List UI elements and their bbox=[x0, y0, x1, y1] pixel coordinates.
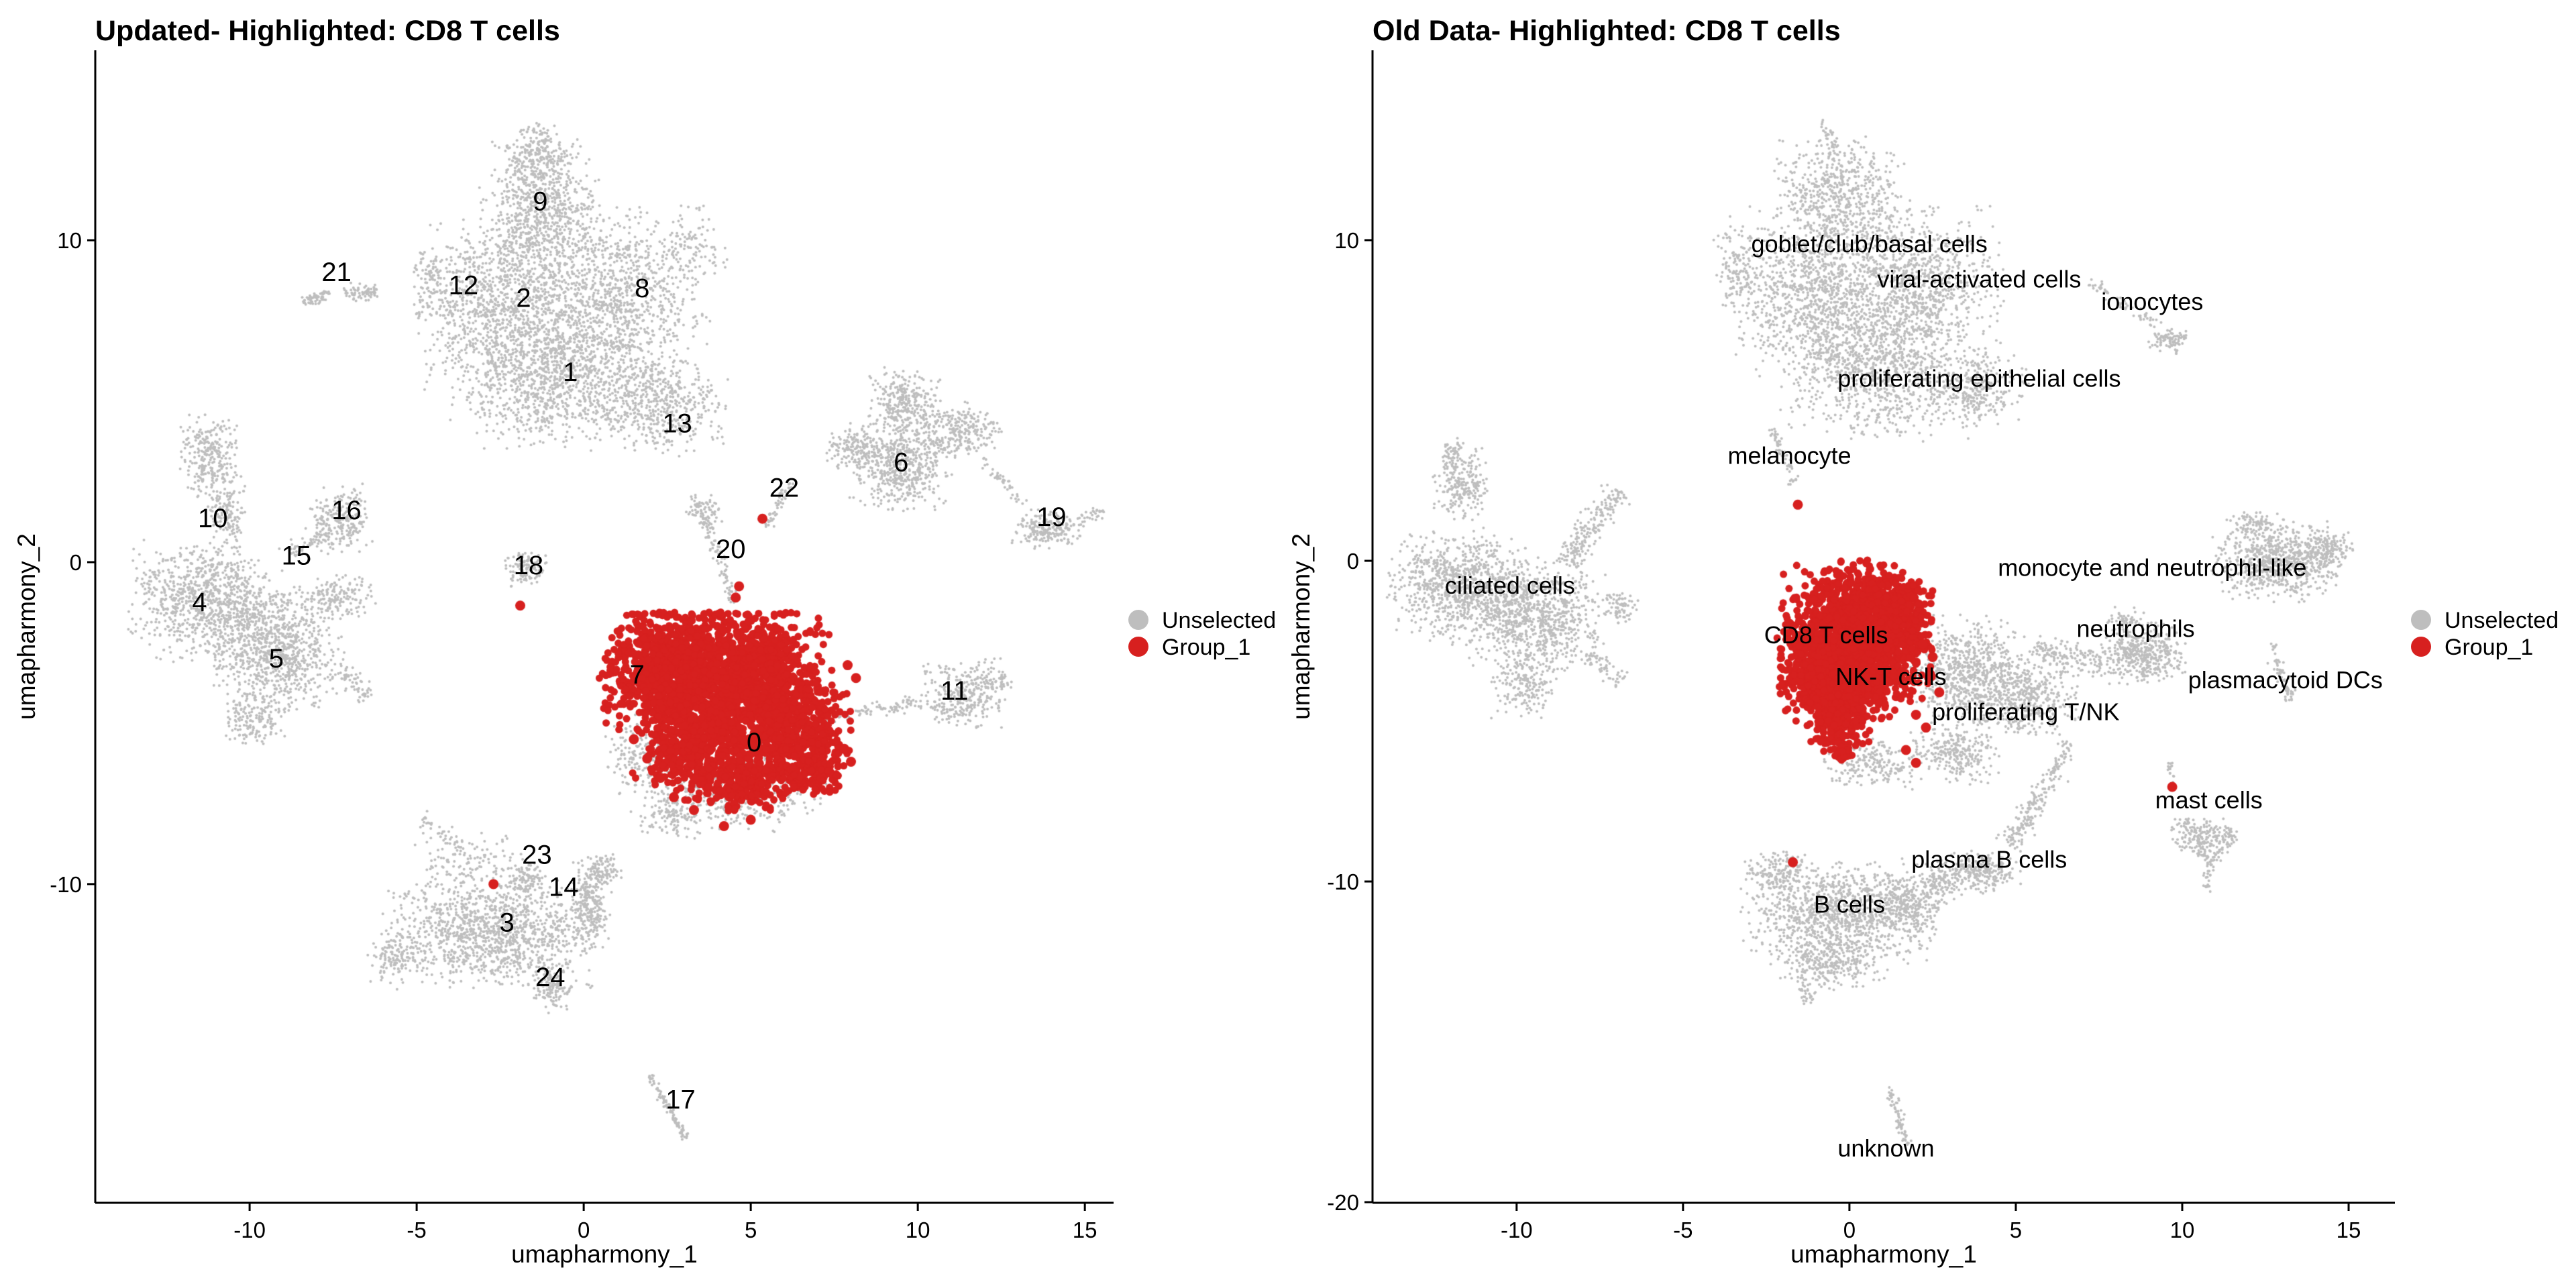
cluster-label-20: 20 bbox=[716, 535, 746, 564]
celltype-label-ionocytes: ionocytes bbox=[2101, 288, 2203, 315]
cluster-label-12: 12 bbox=[449, 270, 479, 300]
x-tick-label-right: 0 bbox=[1843, 1218, 1856, 1242]
celltype-label-unknown: unknown bbox=[1837, 1134, 1934, 1162]
left-y-axis-title: umapharmony_2 bbox=[13, 533, 40, 720]
celltype-label-plasmacytoid-dcs: plasmacytoid DCs bbox=[2188, 666, 2383, 694]
x-tick-label-right: 10 bbox=[2170, 1218, 2195, 1242]
unselected-legend-label: Unselected bbox=[2445, 608, 2559, 633]
cluster-label-3: 3 bbox=[499, 908, 514, 937]
celltype-label-mast-cells: mast cells bbox=[2155, 786, 2263, 814]
x-tick-label-left: 0 bbox=[578, 1218, 590, 1242]
unselected-legend-label: Unselected bbox=[1162, 608, 1276, 633]
cluster-label-5: 5 bbox=[269, 644, 284, 674]
celltype-label-ciliated-cells: ciliated cells bbox=[1445, 572, 1575, 599]
right-panel-title: Old Data- Highlighted: CD8 T cells bbox=[1373, 15, 1841, 47]
cluster-label-15: 15 bbox=[282, 541, 312, 570]
left-legend: Unselected Group_1 bbox=[1128, 608, 1276, 660]
left-x-axis-title: umapharmony_1 bbox=[511, 1240, 698, 1268]
celltype-label-melanocyte: melanocyte bbox=[1728, 441, 1851, 469]
group1-legend-label: Group_1 bbox=[1162, 635, 1250, 660]
cluster-label-19: 19 bbox=[1036, 502, 1067, 532]
x-tick-label-left: -5 bbox=[407, 1218, 426, 1242]
x-tick-label-right: -5 bbox=[1673, 1218, 1693, 1242]
axes-and-labels-layer: -10 -5 0 5 10 15100-1001234567891011121314151… bbox=[50, 50, 2395, 1242]
y-tick-label-right: 0 bbox=[1347, 549, 1359, 574]
cluster-label-8: 8 bbox=[635, 274, 649, 303]
unselected-legend-dot bbox=[1128, 610, 1148, 630]
group1-legend-label: Group_1 bbox=[2445, 635, 2533, 660]
right-legend: Unselected Group_1 bbox=[2411, 608, 2559, 660]
y-tick-label-left: 10 bbox=[57, 228, 82, 253]
celltype-label-b-cells: B cells bbox=[1814, 890, 1885, 918]
cluster-label-6: 6 bbox=[894, 447, 908, 477]
celltype-label-proliferating-t-nk: proliferating T/NK bbox=[1932, 698, 2119, 726]
celltype-label-viral-activated-cells: viral-activated cells bbox=[1877, 265, 2081, 292]
x-tick-label-left: 10 bbox=[906, 1218, 930, 1242]
y-tick-label-left: 0 bbox=[70, 550, 82, 575]
cluster-label-0: 0 bbox=[747, 728, 761, 757]
x-tick-label-left: -10 bbox=[233, 1218, 266, 1242]
right-y-axis-title: umapharmony_2 bbox=[1287, 533, 1315, 720]
x-tick-label-left: 15 bbox=[1073, 1218, 1097, 1242]
celltype-label-proliferating-epithelial-cells: proliferating epithelial cells bbox=[1837, 365, 2121, 392]
x-tick-label-right: 15 bbox=[2337, 1218, 2361, 1242]
cluster-label-9: 9 bbox=[533, 187, 547, 217]
cluster-label-21: 21 bbox=[321, 258, 352, 287]
y-tick-label-left: -10 bbox=[50, 872, 82, 897]
cluster-label-10: 10 bbox=[198, 504, 228, 533]
y-tick-label-right: -10 bbox=[1327, 869, 1359, 894]
celltype-label-goblet-club-basal-cells: goblet/club/basal cells bbox=[1752, 230, 1988, 258]
cluster-label-4: 4 bbox=[192, 588, 207, 617]
left-panel-title: Updated- Highlighted: CD8 T cells bbox=[95, 15, 560, 47]
cluster-label-17: 17 bbox=[665, 1085, 696, 1114]
celltype-label-neutrophils: neutrophils bbox=[2076, 614, 2194, 642]
cluster-label-14: 14 bbox=[549, 873, 579, 902]
celltype-label-nk-t-cells: NK-T cells bbox=[1835, 663, 1946, 690]
cluster-label-11: 11 bbox=[941, 676, 969, 706]
cluster-label-16: 16 bbox=[331, 496, 362, 525]
cluster-label-13: 13 bbox=[662, 409, 692, 439]
cluster-label-1: 1 bbox=[563, 358, 578, 387]
x-tick-label-right: 5 bbox=[2010, 1218, 2022, 1242]
group1-legend-dot bbox=[1128, 637, 1148, 657]
celltype-label-monocyte-and-neutrophil-like: monocyte and neutrophil-like bbox=[1998, 554, 2306, 582]
y-tick-label-right: -20 bbox=[1327, 1190, 1359, 1215]
y-tick-label-right: 10 bbox=[1334, 228, 1359, 253]
cluster-label-18: 18 bbox=[514, 551, 544, 580]
cluster-label-24: 24 bbox=[535, 963, 566, 992]
x-tick-label-left: 5 bbox=[745, 1218, 757, 1242]
unselected-legend-dot bbox=[2411, 610, 2431, 630]
celltype-label-plasma-b-cells: plasma B cells bbox=[1911, 846, 2067, 873]
right-x-axis-title: umapharmony_1 bbox=[1790, 1240, 1977, 1268]
cluster-label-22: 22 bbox=[769, 474, 800, 503]
x-tick-label-right: -10 bbox=[1501, 1218, 1533, 1242]
cluster-label-23: 23 bbox=[522, 841, 552, 870]
group1-legend-dot bbox=[2411, 637, 2431, 657]
celltype-label-cd8-t-cells: CD8 T cells bbox=[1764, 621, 1888, 649]
cluster-label-7: 7 bbox=[630, 660, 645, 690]
cluster-label-2: 2 bbox=[516, 284, 531, 313]
